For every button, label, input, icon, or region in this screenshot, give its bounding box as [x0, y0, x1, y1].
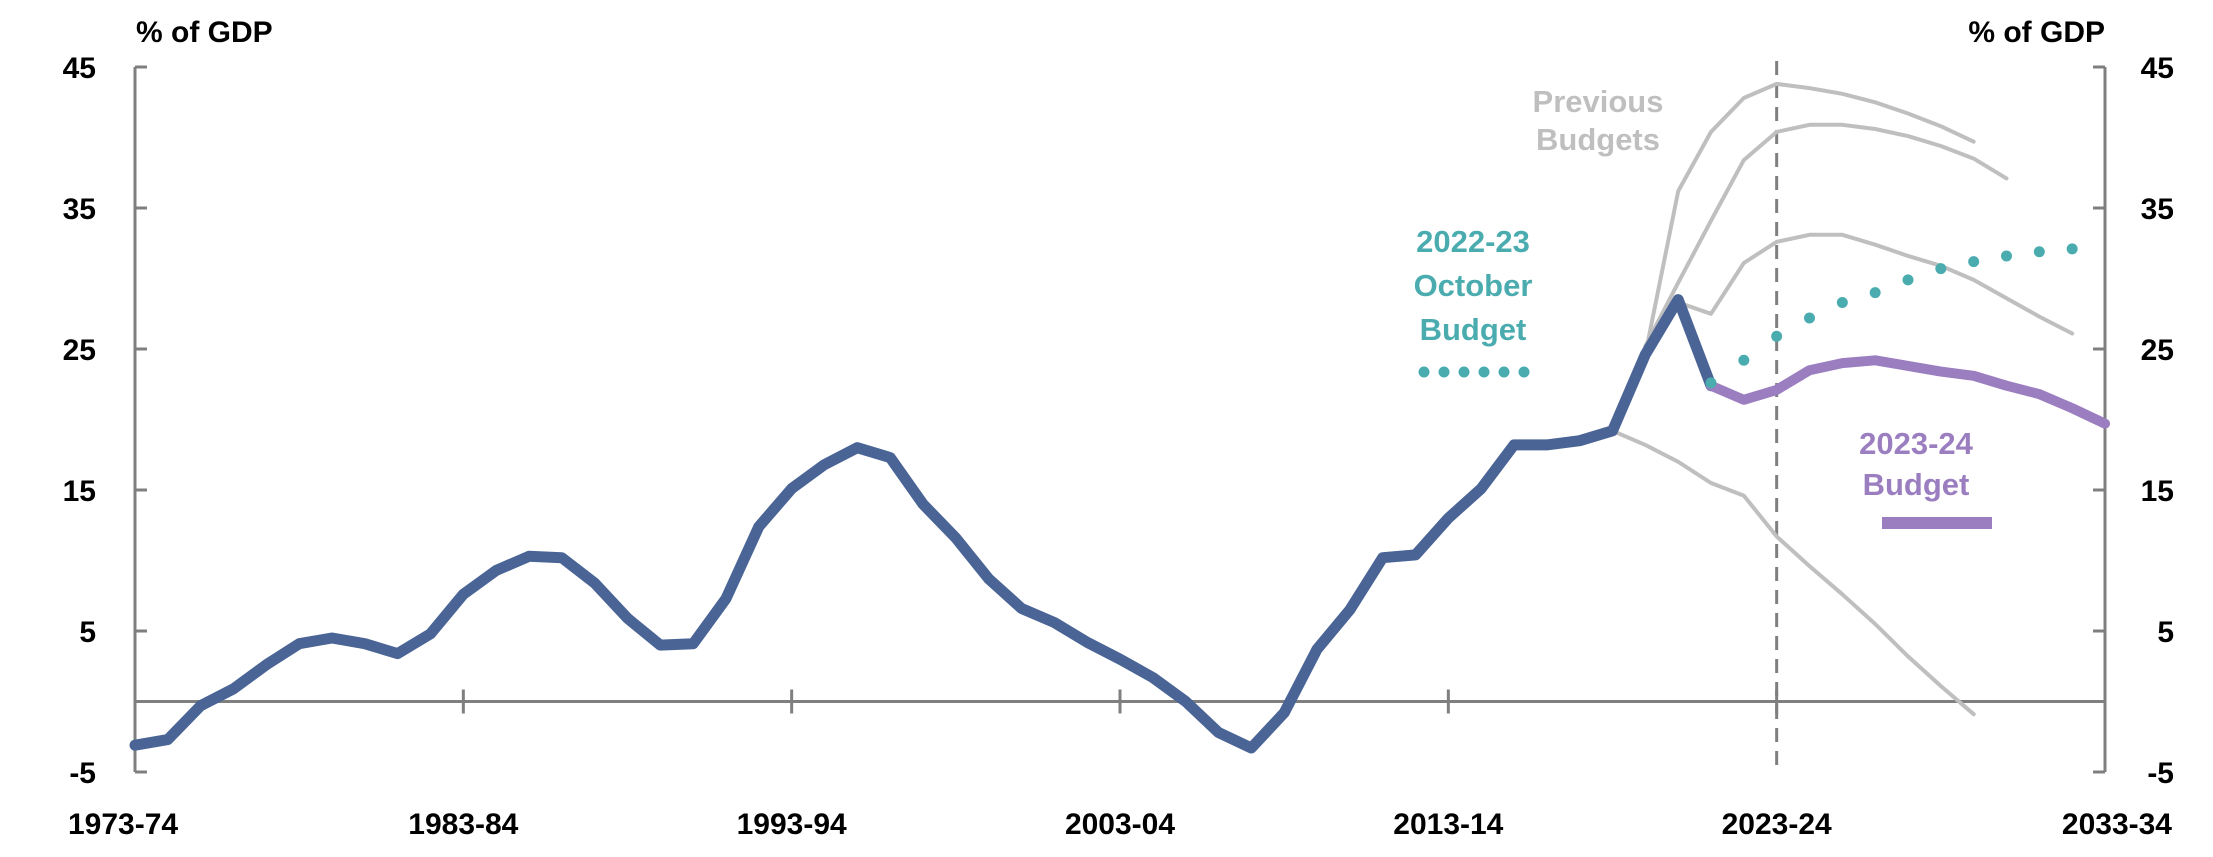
previous-budget-line [1676, 232, 2075, 336]
october-budget-point [2033, 246, 2045, 258]
previous-budget-line [1643, 122, 2009, 349]
annotation-october-line: 2022-23 [1416, 224, 1530, 259]
axes: -5 -5 5 5 15 15 25 25 35 35 45 45 1973-74 1983-84 1993… [63, 52, 2174, 841]
october-budget-point [1935, 263, 1947, 275]
annotation-previous-line: Previous [1533, 84, 1664, 119]
october-budget-swatch-dot [1418, 366, 1430, 378]
previous-budget-line [1643, 81, 1976, 357]
october-budget-point [1836, 296, 1848, 308]
x-tick-label: 1993-94 [737, 808, 847, 841]
y-tick-label-right: -5 [2147, 757, 2174, 790]
previous-budget-line [1610, 428, 1976, 717]
x-tick-label: 1983-84 [408, 808, 518, 841]
october-budget-point [2066, 243, 2078, 255]
x-tick-label: 1973-74 [68, 808, 178, 841]
y-tick-label-right: 45 [2141, 52, 2174, 85]
annotation-october-line: October [1414, 268, 1533, 303]
y-tick-label-left: -5 [69, 757, 96, 790]
x-tick-label: 2003-04 [1065, 808, 1175, 841]
october-budget-point [1771, 330, 1783, 342]
october-budget-swatch-dot [1518, 366, 1530, 378]
y-tick-label-right: 35 [2141, 193, 2174, 226]
october-budget-point [2001, 250, 2012, 262]
x-tick-label: 2033-34 [2062, 808, 2172, 841]
y-tick-label-left: 5 [79, 616, 96, 649]
actual-line [129, 294, 1717, 754]
x-tick-label: 2013-14 [1393, 808, 1503, 841]
october-budget-swatch-dot [1438, 366, 1450, 378]
y-tick-label-right: 25 [2141, 334, 2174, 367]
october-budget-swatch-dot [1498, 366, 1510, 378]
october-budget-point [1738, 354, 1750, 366]
right-axis-title: % of GDP [1968, 16, 2105, 49]
annotation-budget2324-line: Budget [1863, 467, 1970, 502]
october-budget-point [1968, 256, 1980, 268]
annotation-october-line: Budget [1420, 312, 1527, 347]
x-tick-label: 2023-24 [1722, 808, 1832, 841]
october-budget-point [1902, 274, 1914, 286]
series-group [129, 81, 2110, 754]
october-budget-point [1869, 287, 1881, 299]
y-tick-label-right: 15 [2141, 475, 2174, 508]
left-axis-title: % of GDP [136, 16, 273, 49]
y-tick-label-left: 25 [63, 334, 96, 367]
october-budget-swatch-dot [1458, 366, 1470, 378]
y-tick-label-left: 45 [63, 52, 96, 85]
october-budget-point [1804, 312, 1815, 324]
y-tick-label-left: 15 [63, 475, 96, 508]
october-budget-point [1705, 377, 1717, 389]
2023-24-budget-line [1706, 355, 2110, 429]
y-tick-label-left: 35 [63, 193, 96, 226]
october-budget-swatch-dot [1478, 366, 1490, 378]
y-tick-label-right: 5 [2157, 616, 2174, 649]
annotation-budget2324-line: 2023-24 [1859, 426, 1974, 461]
annotation-previous-line: Budgets [1536, 122, 1660, 157]
